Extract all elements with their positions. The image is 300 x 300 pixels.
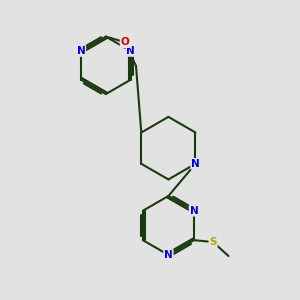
- Text: N: N: [191, 159, 200, 169]
- Text: N: N: [126, 46, 135, 56]
- Text: O: O: [121, 37, 129, 47]
- Text: S: S: [209, 237, 217, 247]
- Text: N: N: [76, 46, 85, 56]
- Text: N: N: [164, 250, 173, 260]
- Text: N: N: [190, 206, 198, 216]
